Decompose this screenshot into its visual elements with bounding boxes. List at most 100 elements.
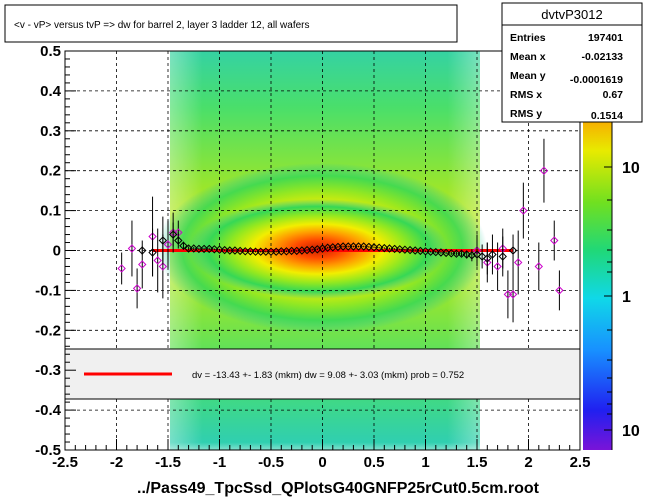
- magenta-profile-marker: [138, 260, 147, 269]
- magenta-profile-marker: [127, 244, 137, 253]
- stats-label: RMS y: [510, 108, 542, 120]
- profile-layer: [117, 138, 564, 323]
- stats-value: 0.1514: [591, 110, 623, 122]
- magenta-profile-marker: [513, 258, 523, 267]
- palette-tick-label: 10: [622, 423, 640, 440]
- axes: -2.5 -2 -1.5 -1 -0.5 0 0.5 1 1.5 2 2.5 -0.5 -0.4 -0.3…: [35, 43, 590, 471]
- y-tick-label: -0.1: [35, 282, 61, 299]
- palette-tick-label: 10: [622, 160, 640, 177]
- x-tick-label: 1.5: [467, 454, 488, 471]
- black-profile-marker: [410, 246, 420, 255]
- y-tick-label: 0.2: [40, 163, 61, 180]
- x-tick-label: 0.5: [364, 454, 385, 471]
- black-profile-marker: [400, 245, 410, 254]
- y-tick-label: 0: [53, 243, 61, 260]
- stats-label: Mean y: [510, 70, 546, 82]
- y-tick-label: 0.3: [40, 123, 61, 140]
- black-profile-marker: [405, 245, 415, 255]
- black-profile-marker: [246, 247, 255, 256]
- black-profile-marker: [158, 236, 168, 245]
- black-profile-marker: [441, 248, 451, 258]
- x-tick-label: -2.5: [52, 454, 78, 471]
- black-profile-marker: [508, 246, 518, 255]
- x-tick-label: 1: [421, 454, 429, 471]
- black-profile-marker: [374, 243, 384, 252]
- black-profile-marker: [359, 242, 368, 251]
- y-tick-label: -0.5: [35, 442, 61, 459]
- black-profile-marker: [395, 245, 404, 254]
- black-profile-marker: [168, 230, 178, 239]
- black-profile-marker: [390, 244, 399, 254]
- black-profile-marker: [457, 249, 466, 258]
- stats-value: 0.67: [603, 89, 624, 101]
- magenta-profile-marker: [508, 290, 518, 299]
- y-tick-label: 0.1: [40, 203, 61, 220]
- magenta-profile-marker: [555, 286, 564, 295]
- stats-value: 197401: [588, 32, 623, 44]
- title-frame: [4, 4, 458, 43]
- black-profile-marker: [421, 247, 430, 256]
- magenta-profile-marker: [158, 262, 168, 271]
- black-profile-marker: [138, 246, 147, 255]
- x-tick-label: 2.5: [570, 454, 591, 471]
- magenta-profile-marker: [163, 240, 173, 249]
- stats-label: RMS x: [510, 89, 542, 101]
- fit-legend-text: dv = -13.43 +- 1.83 (mkm) dw = 9.08 +- 3…: [192, 370, 464, 381]
- stats-name: dvtvP3012: [541, 7, 602, 22]
- x-tick-label: -1: [213, 454, 226, 471]
- magenta-profile-marker: [117, 264, 126, 273]
- x-tick-label: -0.5: [258, 454, 284, 471]
- palette-ticks: 10 1 10: [604, 119, 640, 440]
- stats-frame: [501, 2, 643, 123]
- black-profile-marker: [447, 249, 456, 258]
- y-tick-label: 0.4: [40, 83, 62, 100]
- magenta-profile-marker: [550, 236, 559, 245]
- black-profile-marker: [364, 242, 374, 252]
- x-tick-label: 0: [318, 454, 326, 471]
- magenta-profile-marker: [132, 284, 142, 293]
- x-tick-label: -1.5: [155, 454, 181, 471]
- stats-value: -0.0001619: [570, 74, 623, 86]
- y-tick-label: -0.3: [35, 362, 61, 379]
- footer-filename: ../Pass49_TpcSsd_QPlotsG40GNFP25rCut0.5c…: [137, 480, 540, 497]
- chart-title: <v - vP> versus tvP => dw for barrel 2, …: [14, 20, 310, 31]
- stats-rows: Entries 197401 Mean x -0.02133 Mean y -0.0001…: [510, 32, 623, 122]
- black-profile-marker: [235, 246, 245, 256]
- black-profile-marker: [385, 244, 394, 253]
- black-profile-marker: [148, 248, 157, 257]
- black-profile-marker: [477, 252, 487, 261]
- black-profile-marker: [436, 248, 446, 257]
- black-profile-marker: [426, 247, 435, 256]
- black-profile-marker: [472, 250, 482, 259]
- black-profile-marker: [431, 247, 441, 257]
- title-box: <v - vP> versus tvP => dw for barrel 2, …: [4, 4, 458, 43]
- black-profile-marker: [174, 236, 183, 245]
- y-tick-label: 0.5: [40, 43, 61, 60]
- black-profile-marker: [230, 246, 240, 255]
- black-profile-marker: [380, 243, 389, 253]
- magenta-profile-marker: [519, 206, 528, 215]
- stats-box: dvtvP3012 Entries 197401 Mean x -0.02133 Mea…: [501, 2, 643, 123]
- fit-legend: dv = -13.43 +- 1.83 (mkm) dw = 9.08 +- 3…: [64, 348, 581, 400]
- black-profile-marker: [483, 254, 492, 263]
- black-profile-marker: [210, 245, 219, 254]
- black-profile-marker: [462, 250, 471, 259]
- stats-label: Entries: [510, 32, 546, 44]
- magenta-profile-marker: [534, 262, 544, 271]
- black-profile-marker: [498, 252, 507, 261]
- black-profile-marker: [204, 244, 214, 254]
- black-profile-marker: [488, 250, 497, 259]
- black-profile-marker: [369, 243, 379, 252]
- black-profile-marker: [179, 241, 188, 250]
- palette-tick-label: 1: [622, 289, 631, 306]
- magenta-profile-marker: [153, 256, 162, 265]
- magenta-profile-marker: [539, 166, 549, 175]
- black-profile-marker: [220, 245, 229, 255]
- black-profile-marker: [215, 245, 224, 254]
- black-profile-marker: [416, 246, 425, 256]
- x-tick-label: 2: [524, 454, 532, 471]
- magenta-profile-marker: [493, 262, 502, 271]
- stats-label: Mean x: [510, 51, 546, 63]
- black-profile-marker: [189, 244, 198, 253]
